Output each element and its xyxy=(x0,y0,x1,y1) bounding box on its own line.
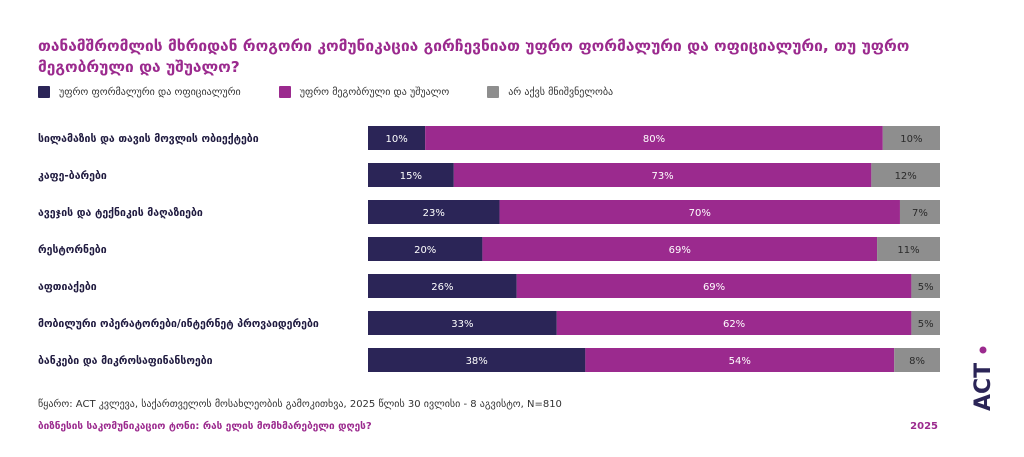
bar-segment-no-matter xyxy=(882,126,940,150)
data-label-formal: 10% xyxy=(385,134,407,145)
data-label-friendly: 69% xyxy=(669,245,691,256)
data-label-formal: 23% xyxy=(423,208,445,219)
bar-segment-friendly xyxy=(556,311,912,335)
legend-swatch-formal xyxy=(38,86,50,98)
legend-item-formal: უფრო ფორმალური და ოფიციალური xyxy=(38,86,241,98)
act-logo: ACT xyxy=(971,346,996,411)
footer-year: 2025 xyxy=(910,421,938,432)
footer-caption: ბიზნესის საკომუნიკაციო ტონი: რას ელის მო… xyxy=(38,421,372,432)
legend: უფრო ფორმალური და ოფიციალური უფრო მეგობრ… xyxy=(38,86,651,98)
bar-segment-friendly xyxy=(585,348,895,372)
data-label-friendly: 54% xyxy=(729,356,751,367)
data-label-no-matter: 12% xyxy=(895,171,917,182)
category-label: რესტორნები xyxy=(38,244,107,256)
bar-segment-formal xyxy=(368,163,454,187)
source-note: წყარო: ACT კვლევა, საქართველოს მოსახლეობ… xyxy=(38,399,562,410)
data-label-no-matter: 11% xyxy=(897,245,919,256)
data-label-friendly: 80% xyxy=(643,134,665,145)
category-label: სილამაზის და თავის მოვლის ობიექტები xyxy=(38,133,259,145)
data-label-formal: 20% xyxy=(414,245,436,256)
data-label-friendly: 69% xyxy=(703,282,725,293)
legend-label-no-matter: არ აქვს მნიშვნელობა xyxy=(508,86,614,98)
bar-segment-no-matter xyxy=(899,200,940,224)
data-label-friendly: 73% xyxy=(651,171,673,182)
bar-segment-friendly xyxy=(425,126,883,150)
data-label-friendly: 62% xyxy=(723,319,745,330)
data-label-formal: 38% xyxy=(466,356,488,367)
bar-segment-no-matter xyxy=(911,274,940,298)
bar-segment-friendly xyxy=(482,237,878,261)
category-label: კაფე-ბარები xyxy=(38,170,107,182)
data-label-no-matter: 10% xyxy=(900,134,922,145)
category-label: მობილური ოპერატორები/ინტერნეტ პროვაიდერე… xyxy=(38,318,319,330)
legend-item-no-matter: არ აქვს მნიშვნელობა xyxy=(487,86,613,98)
legend-swatch-friendly xyxy=(278,86,291,98)
legend-label-formal: უფრო ფორმალური და ოფიციალური xyxy=(59,86,241,98)
category-label: ბანკები და მიკროსაფინანსოები xyxy=(38,355,213,367)
data-label-no-matter: 5% xyxy=(918,282,934,293)
data-label-no-matter: 8% xyxy=(909,356,925,367)
bar-segment-formal xyxy=(368,311,557,335)
legend-label-friendly: უფრო მეგობრული და უშუალო xyxy=(299,86,450,98)
data-label-formal: 15% xyxy=(400,171,422,182)
bar-segment-no-matter xyxy=(871,163,940,187)
data-label-no-matter: 7% xyxy=(912,208,928,219)
data-label-friendly: 70% xyxy=(689,208,711,219)
bar-segment-friendly xyxy=(499,200,900,224)
legend-swatch-no-matter xyxy=(487,86,500,98)
chart-title: თანამშრომლის მხრიდან როგორი კომუნიკაცია … xyxy=(38,37,910,76)
bar-segment-no-matter xyxy=(877,237,940,261)
legend-item-friendly: უფრო მეგობრული და უშუალო xyxy=(278,86,450,98)
data-label-no-matter: 5% xyxy=(918,319,934,330)
act-logo-dot xyxy=(979,346,987,354)
bar-segment-no-matter xyxy=(911,311,940,335)
data-label-formal: 26% xyxy=(431,282,453,293)
bar-segment-formal xyxy=(368,126,426,150)
bar-segment-friendly xyxy=(453,163,872,187)
bar-segment-formal xyxy=(368,237,483,261)
bar-segment-formal xyxy=(368,348,586,372)
bar-segment-friendly xyxy=(516,274,912,298)
data-label-formal: 33% xyxy=(451,319,473,330)
bar-segment-formal xyxy=(368,274,517,298)
bar-segment-formal xyxy=(368,200,500,224)
category-label: ავეჯის და ტექნიკის მაღაზიები xyxy=(38,207,203,219)
bar-segment-no-matter xyxy=(894,348,940,372)
act-logo-text: ACT xyxy=(971,363,996,411)
category-label: აფთიაქები xyxy=(38,281,97,293)
